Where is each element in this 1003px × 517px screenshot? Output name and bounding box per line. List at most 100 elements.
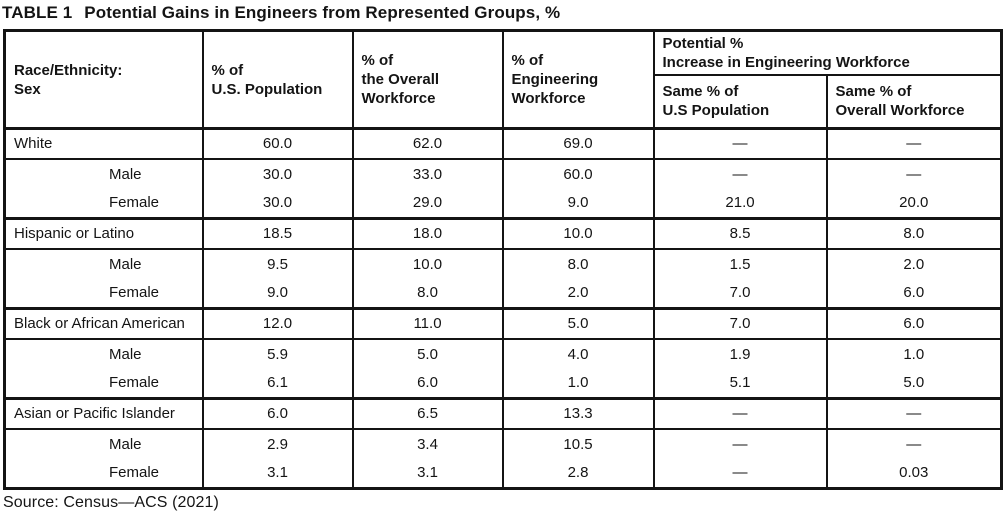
value-cell: 5.1: [652, 368, 828, 400]
value-cell: 1.5: [652, 247, 828, 279]
row-label-cell: Asian or Pacific Islander: [3, 397, 204, 430]
table-row: Female 6.1 6.0 1.0 5.1 5.0: [3, 368, 1003, 400]
value-cell: 5.9: [201, 337, 354, 369]
row-label-cell: Female: [3, 368, 204, 400]
row-label-cell: Male: [3, 337, 204, 369]
value-cell: 3.4: [351, 427, 504, 459]
value-cell: 5.0: [501, 307, 655, 340]
row-label-cell: Male: [3, 427, 204, 459]
value-cell: 5.0: [825, 368, 1003, 400]
col-header-potential-increase: Potential % Increase in Engineering Work…: [652, 29, 1003, 76]
value-cell: 3.1: [201, 458, 354, 490]
header-row-sub: Same % of U.S Population Same % of Overa…: [5, 73, 1003, 130]
value-cell: 2.9: [201, 427, 354, 459]
value-cell: 12.0: [201, 307, 354, 340]
value-cell: —: [652, 397, 828, 430]
table-row: Female 30.0 29.0 9.0 21.0 20.0: [3, 188, 1003, 220]
value-cell: 60.0: [201, 127, 354, 160]
table-row: Male 9.5 10.0 8.0 1.5 2.0: [3, 247, 1003, 279]
col-header-us-population: % of U.S. Population: [201, 29, 354, 130]
value-cell: —: [825, 397, 1003, 430]
value-cell: 8.0: [351, 278, 504, 310]
row-label-cell: Male: [3, 157, 204, 189]
value-cell: 69.0: [501, 127, 655, 160]
value-cell: 7.0: [652, 307, 828, 340]
value-cell: 21.0: [652, 188, 828, 220]
value-cell: 18.0: [351, 217, 504, 250]
table-row: Male 2.9 3.4 10.5 — —: [3, 427, 1003, 459]
table-row: Female 3.1 3.1 2.8 — 0.03: [3, 458, 1003, 490]
table-title-text: Potential Gains in Engineers from Repres…: [84, 3, 561, 22]
value-cell: 1.9: [652, 337, 828, 369]
value-cell: 6.5: [351, 397, 504, 430]
value-cell: 62.0: [351, 127, 504, 160]
value-cell: 8.5: [652, 217, 828, 250]
row-label-cell: Female: [3, 188, 204, 220]
value-cell: 20.0: [825, 188, 1003, 220]
value-cell: 30.0: [201, 188, 354, 220]
value-cell: 8.0: [825, 217, 1003, 250]
value-cell: 29.0: [351, 188, 504, 220]
value-cell: —: [825, 127, 1003, 160]
group-white: White 60.0 62.0 69.0 — — Male 30.0 33.0 …: [3, 127, 1003, 220]
value-cell: 4.0: [501, 337, 655, 369]
value-cell: 8.0: [501, 247, 655, 279]
col-header-same-us-population: Same % of U.S Population: [652, 73, 828, 130]
value-cell: 30.0: [201, 157, 354, 189]
table-row: Male 30.0 33.0 60.0 — —: [3, 157, 1003, 189]
value-cell: 13.3: [501, 397, 655, 430]
col-header-engineering-workforce: % of Engineering Workforce: [501, 29, 655, 130]
value-cell: 6.0: [825, 278, 1003, 310]
source-note: Source: Census—ACS (2021): [3, 494, 219, 511]
table-row: Black or African American 12.0 11.0 5.0 …: [3, 307, 1003, 340]
value-cell: 10.0: [351, 247, 504, 279]
value-cell: 6.0: [201, 397, 354, 430]
value-cell: 7.0: [652, 278, 828, 310]
data-table: Race/Ethnicity: Sex % of U.S. Population…: [3, 29, 1003, 490]
row-label-cell: White: [3, 127, 204, 160]
col-header-same-overall-workforce: Same % of Overall Workforce: [825, 73, 1003, 130]
table-row: Asian or Pacific Islander 6.0 6.5 13.3 —…: [3, 397, 1003, 430]
value-cell: —: [652, 157, 828, 189]
table-row: White 60.0 62.0 69.0 — —: [3, 127, 1003, 160]
value-cell: 5.0: [351, 337, 504, 369]
value-cell: —: [825, 427, 1003, 459]
row-label-cell: Female: [3, 278, 204, 310]
group-hispanic-or-latino: Hispanic or Latino 18.5 18.0 10.0 8.5 8.…: [3, 217, 1003, 310]
table-row: Hispanic or Latino 18.5 18.0 10.0 8.5 8.…: [3, 217, 1003, 250]
value-cell: 0.03: [825, 458, 1003, 490]
table-row: Female 9.0 8.0 2.0 7.0 6.0: [3, 278, 1003, 310]
value-cell: 1.0: [501, 368, 655, 400]
group-asian-or-pacific-islander: Asian or Pacific Islander 6.0 6.5 13.3 —…: [3, 397, 1003, 490]
value-cell: 2.0: [501, 278, 655, 310]
value-cell: 18.5: [201, 217, 354, 250]
value-cell: 3.1: [351, 458, 504, 490]
value-cell: —: [652, 427, 828, 459]
col-header-race-sex: Race/Ethnicity: Sex: [3, 29, 204, 130]
row-label-cell: Black or African American: [3, 307, 204, 340]
table-number-label: TABLE 1: [2, 3, 73, 22]
table-header: Race/Ethnicity: Sex % of U.S. Population…: [3, 29, 1003, 130]
header-row-top: Race/Ethnicity: Sex % of U.S. Population…: [3, 29, 1003, 130]
value-cell: 33.0: [351, 157, 504, 189]
value-cell: 6.0: [825, 307, 1003, 340]
value-cell: 10.5: [501, 427, 655, 459]
value-cell: 9.0: [201, 278, 354, 310]
value-cell: —: [652, 127, 828, 160]
value-cell: 2.8: [501, 458, 655, 490]
value-cell: 6.0: [351, 368, 504, 400]
value-cell: —: [825, 157, 1003, 189]
row-label-cell: Male: [3, 247, 204, 279]
value-cell: 1.0: [825, 337, 1003, 369]
value-cell: 9.5: [201, 247, 354, 279]
value-cell: 2.0: [825, 247, 1003, 279]
group-black-or-african-american: Black or African American 12.0 11.0 5.0 …: [3, 307, 1003, 400]
value-cell: 10.0: [501, 217, 655, 250]
table-title: TABLE 1 Potential Gains in Engineers from…: [0, 0, 1003, 29]
value-cell: 60.0: [501, 157, 655, 189]
value-cell: —: [652, 458, 828, 490]
row-label-cell: Hispanic or Latino: [3, 217, 204, 250]
table-row: Male 5.9 5.0 4.0 1.9 1.0: [3, 337, 1003, 369]
col-header-overall-workforce: % of the Overall Workforce: [351, 29, 504, 130]
